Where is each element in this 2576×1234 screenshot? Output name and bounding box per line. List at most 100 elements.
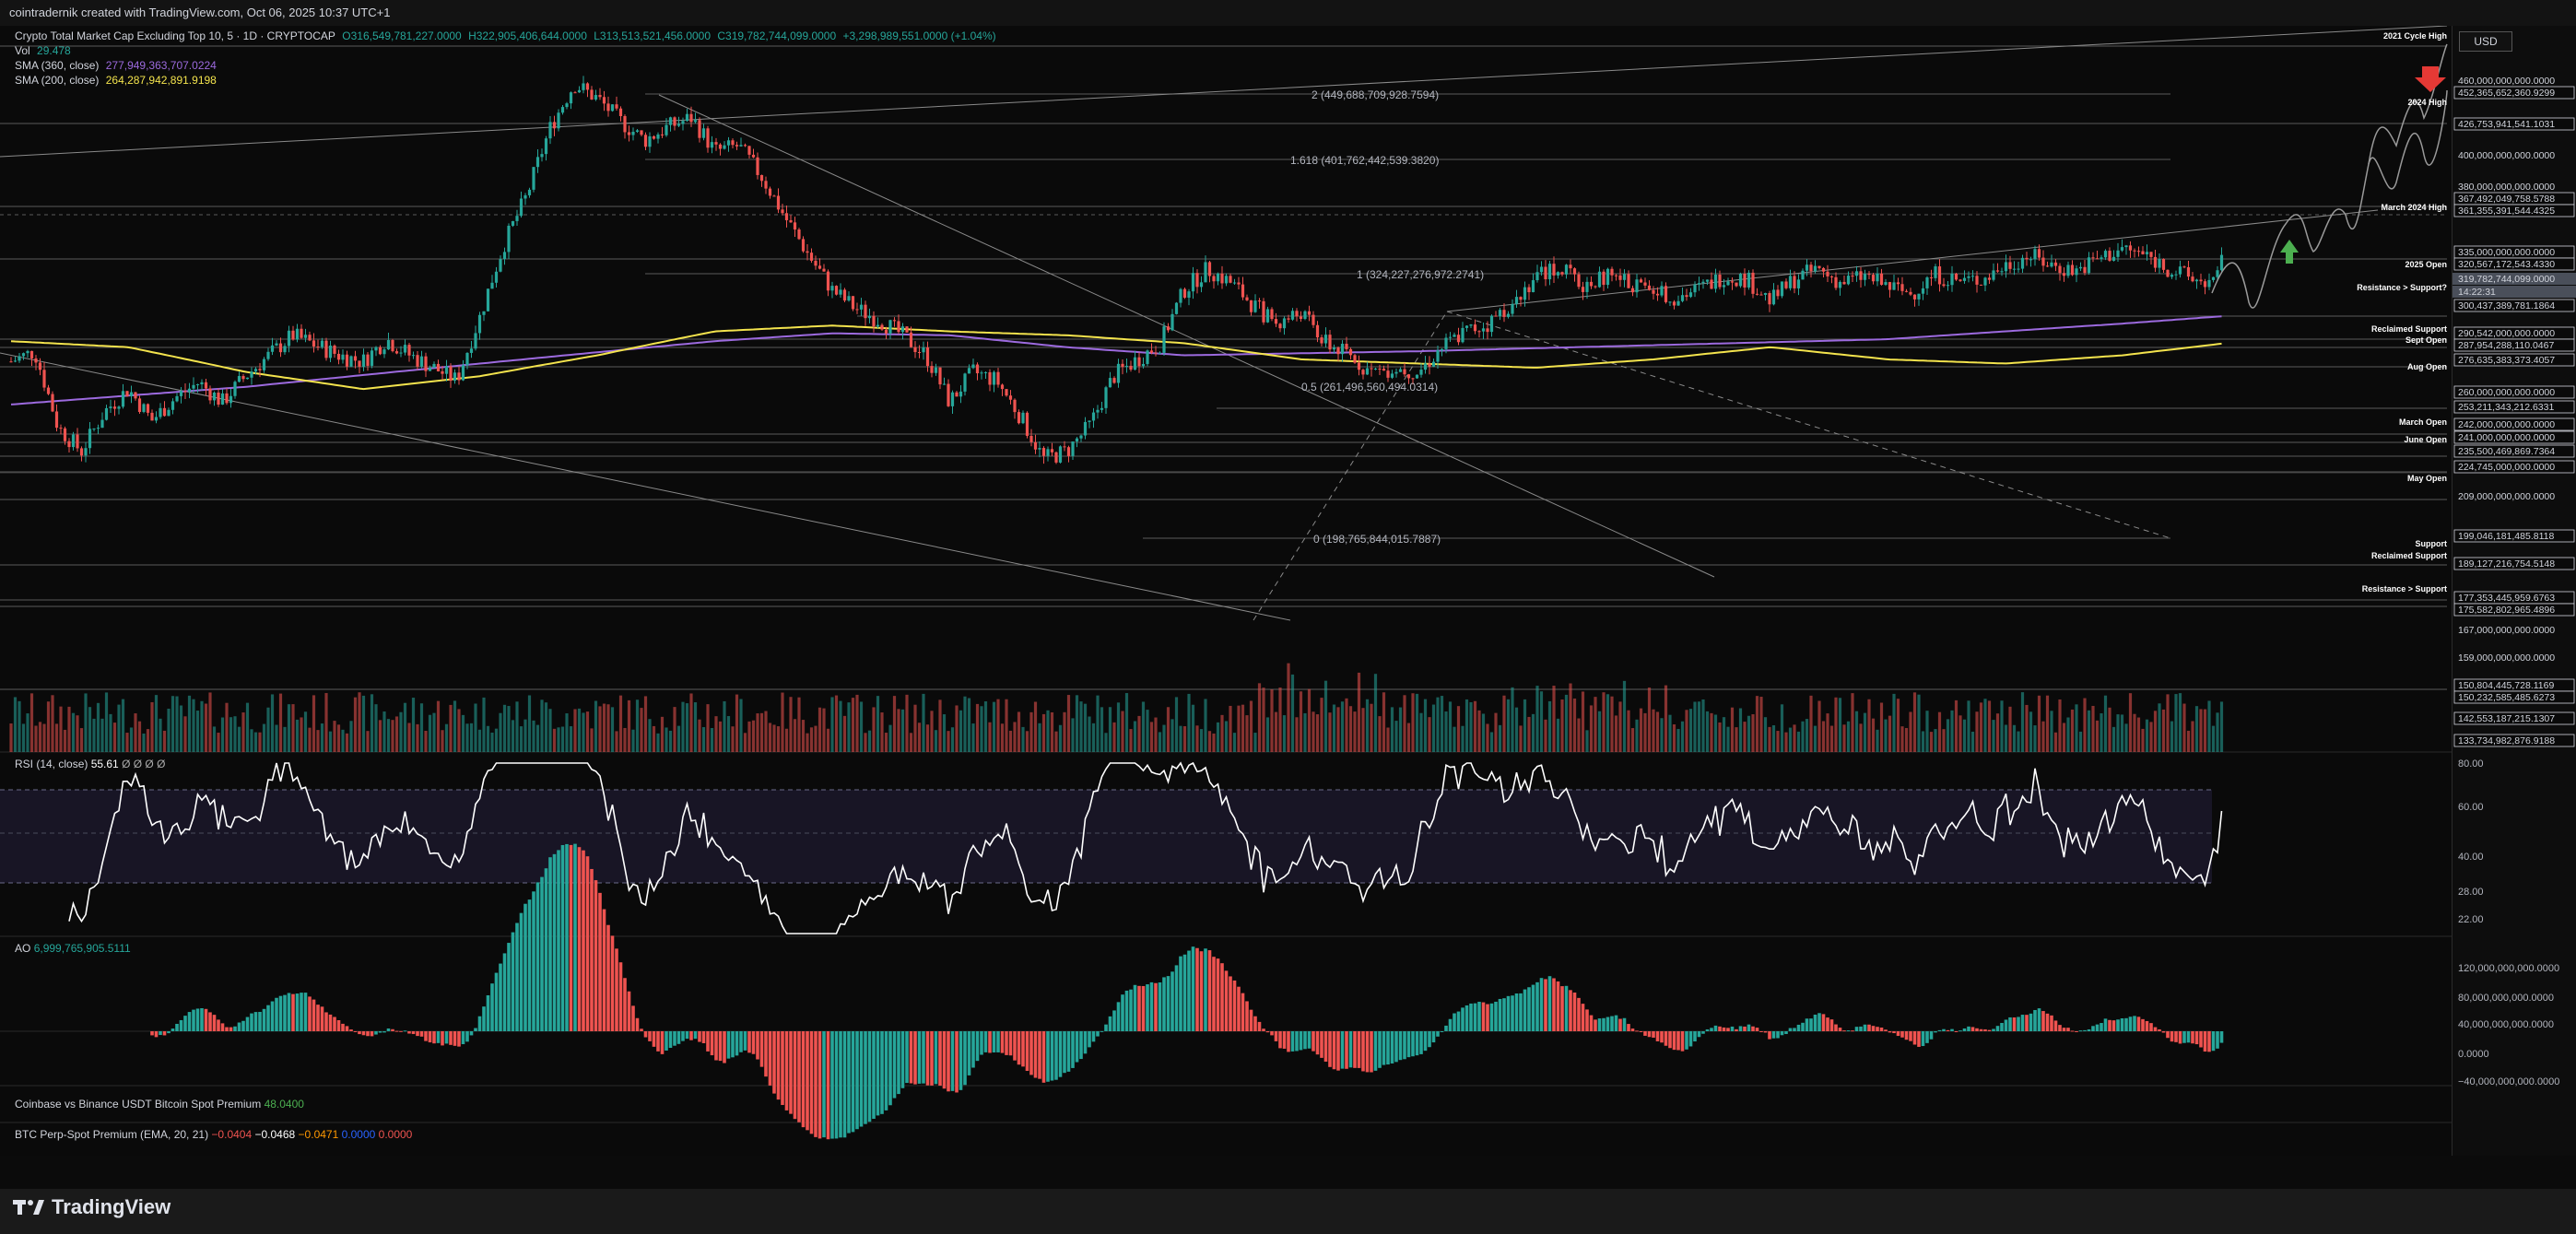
ao-bar	[1390, 1031, 1394, 1064]
ao-bar	[1652, 1031, 1655, 1038]
volume-bar	[1146, 710, 1149, 752]
ao-bar	[1050, 1031, 1054, 1081]
currency-selector[interactable]: USD	[2459, 31, 2512, 52]
ao-bar	[648, 1031, 652, 1041]
volume-bar	[507, 706, 511, 752]
candle-body	[967, 368, 971, 374]
candle-body	[1912, 294, 1917, 300]
volume-bar	[312, 695, 316, 752]
volume-bar	[1323, 680, 1328, 752]
symbol-name[interactable]: Crypto Total Market Cap Excluding Top 10…	[15, 29, 335, 42]
ao-bar	[900, 1031, 905, 1088]
premium-legend[interactable]: Coinbase vs Binance USDT Bitcoin Spot Pr…	[15, 1098, 304, 1111]
volume-bar	[1357, 672, 1361, 752]
ao-bar	[1693, 1031, 1697, 1042]
volume-bar	[162, 730, 167, 752]
btc-perp-v5: 0.0000	[378, 1128, 413, 1141]
price-label-box	[2453, 460, 2575, 474]
volume-legend[interactable]: Vol 29.478	[15, 44, 75, 57]
price-axis-label: 177,353,445,959.6763	[2458, 593, 2555, 604]
ao-legend[interactable]: AO 6,999,765,905.5111	[15, 942, 131, 955]
ao-bar	[1813, 1014, 1817, 1031]
rsi-legend[interactable]: RSI (14, close) 55.61 Ø Ø Ø Ø	[15, 758, 165, 770]
volume-bar	[1137, 715, 1141, 752]
candle-body	[449, 366, 453, 382]
ao-bar	[665, 1031, 668, 1051]
candle-body	[1249, 300, 1253, 312]
candle-body	[1312, 314, 1315, 325]
ao-bar	[519, 912, 523, 1031]
ao-bar	[245, 1017, 250, 1031]
candle-body	[1967, 276, 1970, 278]
candle-body	[826, 271, 830, 291]
volume-bar	[1597, 711, 1602, 752]
candle-body	[270, 345, 275, 352]
ao-bar	[2091, 1026, 2095, 1031]
volume-bar	[963, 696, 967, 752]
volume-bar	[2017, 731, 2020, 752]
ao-bar	[159, 1031, 162, 1036]
btc-perp-legend[interactable]: BTC Perp-Spot Premium (EMA, 20, 21) −0.0…	[15, 1128, 412, 1141]
candle-body	[1735, 282, 1738, 287]
candle-body	[1469, 324, 1473, 326]
candle-body	[1796, 279, 1801, 288]
candle-body	[2087, 257, 2091, 274]
volume-bar	[1751, 714, 1755, 752]
candle-body	[955, 392, 959, 397]
volume-bar	[1618, 701, 1622, 752]
level-label: March 2024 High	[2381, 203, 2447, 212]
level-label: Aug Open	[2407, 362, 2447, 371]
volume-bar	[262, 723, 266, 752]
candle-body	[361, 354, 366, 367]
ao-bar	[971, 1031, 975, 1068]
price-axis[interactable]: 460,000,000,000.0000 452,365,652,360.9299…	[2452, 26, 2576, 1156]
vol-value: 29.478	[37, 44, 71, 57]
volume-bar	[864, 733, 867, 752]
chart-area[interactable]: 2021 Cycle High 2024 High March 2024 High 2…	[0, 25, 2452, 1171]
volume-bar	[648, 719, 652, 752]
candle-body	[233, 382, 237, 396]
ao-bar	[1564, 985, 1569, 1031]
ao-bar	[349, 1029, 353, 1031]
candle-body	[469, 348, 474, 353]
candle-body	[1829, 276, 1834, 277]
candle-body	[229, 395, 233, 404]
ao-bar	[1929, 1031, 1934, 1040]
candle-body	[204, 382, 208, 389]
candle-body	[1029, 435, 1033, 442]
candle-body	[751, 154, 756, 158]
ao-bar	[2120, 1017, 2124, 1031]
candle-body	[150, 412, 154, 421]
candle-body	[291, 330, 295, 340]
ao-bar	[2161, 1031, 2166, 1033]
ao-bar	[1129, 989, 1133, 1031]
candle-body	[1876, 273, 1879, 282]
ao-bar	[917, 1031, 922, 1084]
volume-bar	[1776, 731, 1780, 752]
volume-bar	[2216, 712, 2219, 752]
trend-lines[interactable]	[0, 25, 2448, 621]
ao-bar	[1398, 1031, 1403, 1061]
candle-body	[1556, 272, 1560, 276]
sma200-legend[interactable]: SMA (200, close) 264,287,942,891.9198	[15, 74, 220, 87]
ao-bar	[486, 995, 490, 1031]
candle-body	[29, 350, 34, 358]
volume-bar	[582, 712, 585, 752]
sma360-legend[interactable]: SMA (360, close) 277,949,363,707.0224	[15, 59, 220, 72]
price-label-box	[2453, 385, 2575, 399]
ao-bar	[540, 876, 544, 1031]
ao-bar	[1345, 1031, 1348, 1069]
ao-bar	[403, 1030, 407, 1032]
volume-bar	[1199, 729, 1204, 752]
ao-bar	[888, 1031, 892, 1106]
volume-bar	[1265, 717, 1270, 752]
volume-bar	[1846, 721, 1851, 752]
ao-bar	[631, 1005, 635, 1031]
candle-body	[1805, 264, 1809, 271]
ao-bar	[992, 1031, 996, 1053]
volume-bar	[2033, 725, 2037, 752]
tradingview-logo[interactable]: TradingView	[13, 1195, 171, 1219]
price-axis-canvas[interactable]: 460,000,000,000.0000452,365,652,360.9299…	[2452, 26, 2576, 1156]
candle-body	[1423, 363, 1428, 370]
